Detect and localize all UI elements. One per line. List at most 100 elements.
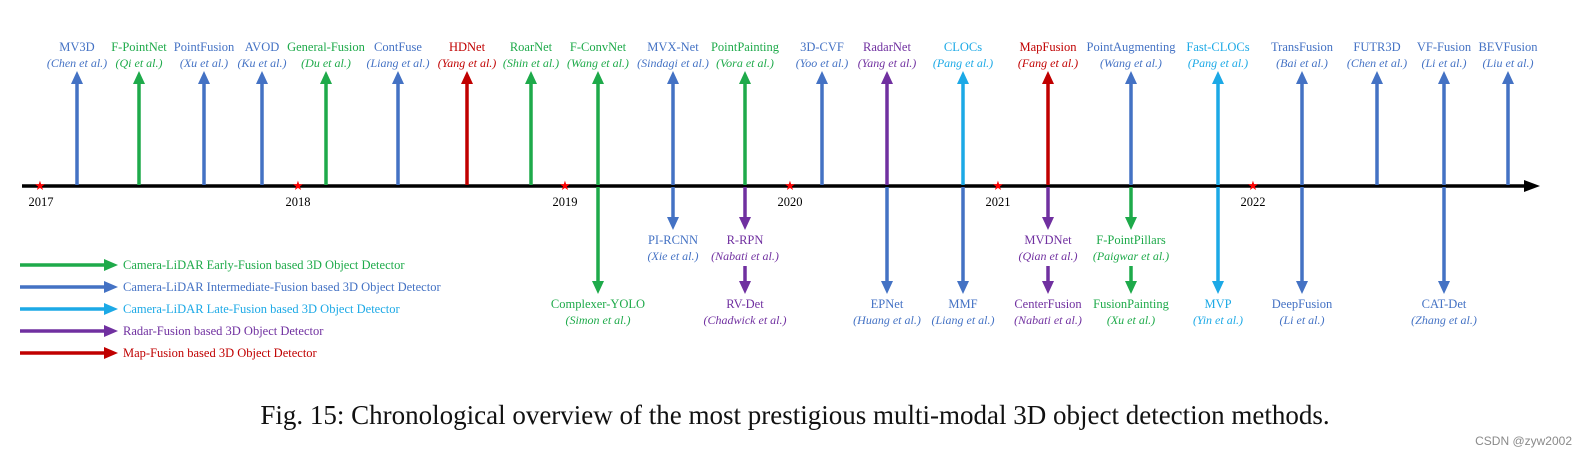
method-r-rpn: R-RPN (Nabati et al.) xyxy=(711,187,779,263)
method-avod: AVOD (Ku et al.) xyxy=(238,40,287,185)
method-pointpainting-author: (Vora et al.) xyxy=(716,56,774,70)
method-clocs: CLOCs (Pang et al.) xyxy=(933,40,993,185)
method-pi-rcnn-name: PI-RCNN xyxy=(648,233,698,247)
method-cat-det: CAT-Det (Zhang et al.) xyxy=(1411,187,1477,327)
method-fusionpainting-arrow-head xyxy=(1125,281,1137,294)
legend-item-map-arrowhead xyxy=(104,347,118,359)
method-mmf-name: MMF xyxy=(948,297,977,311)
year-marker-star-icon: ★ xyxy=(1247,178,1259,193)
legend-item-early: Camera-LiDAR Early-Fusion based 3D Objec… xyxy=(20,258,405,272)
method-f-convnet-author: (Wang et al.) xyxy=(567,56,629,70)
method-epnet-name: EPNet xyxy=(871,297,904,311)
method-fast-clocs-arrow-head xyxy=(1212,71,1224,84)
method-radarnet-name: RadarNet xyxy=(863,40,911,54)
legend-item-late-arrowhead xyxy=(104,303,118,315)
year-label-2020: 2020 xyxy=(778,195,803,209)
method-general-fusion-arrow-head xyxy=(320,71,332,84)
method-centerfusion-arrow-head xyxy=(1042,281,1054,294)
method-contfuse: ContFuse (Liang et al.) xyxy=(367,40,430,185)
method-mvp: MVP (Yin et al.) xyxy=(1193,187,1243,327)
method-f-pointnet-author: (Qi et al.) xyxy=(116,56,163,70)
method-epnet: EPNet (Huang et al.) xyxy=(853,187,921,327)
method-avod-name: AVOD xyxy=(245,40,280,54)
method-radarnet: RadarNet (Yang et al.) xyxy=(858,40,917,185)
legend-item-radar-label: Radar-Fusion based 3D Object Detector xyxy=(123,324,324,338)
method-pi-rcnn-author: (Xie et al.) xyxy=(648,249,699,263)
method-pi-rcnn-arrow-head xyxy=(667,217,679,230)
method-transfusion-author: (Bai et al.) xyxy=(1276,56,1328,70)
method-rv-det: RV-Det (Chadwick et al.) xyxy=(704,266,787,327)
method-pointaugmenting: PointAugmenting (Wang et al.) xyxy=(1087,40,1177,185)
method-vf-fusion-author: (Li et al.) xyxy=(1422,56,1467,70)
method-general-fusion: General-Fusion (Du et al.) xyxy=(287,40,366,185)
method-mvx-net: MVX-Net (Sindagi et al.) xyxy=(637,40,709,185)
method-r-rpn-arrow-head xyxy=(739,217,751,230)
method-mv3d-arrow-head xyxy=(71,71,83,84)
method-complexer-yolo-author: (Simon et al.) xyxy=(566,313,631,327)
method-f-pointpillars-author: (Paigwar et al.) xyxy=(1093,249,1169,263)
method-epnet-author: (Huang et al.) xyxy=(853,313,921,327)
method-deepfusion-arrow-head xyxy=(1296,281,1308,294)
method-f-pointpillars: F-PointPillars (Paigwar et al.) xyxy=(1093,187,1169,263)
method-contfuse-author: (Liang et al.) xyxy=(367,56,430,70)
watermark: CSDN @zyw2002 xyxy=(1475,434,1572,448)
method-rv-det-author: (Chadwick et al.) xyxy=(704,313,787,327)
method-deepfusion-author: (Li et al.) xyxy=(1280,313,1325,327)
legend-item-map: Map-Fusion based 3D Object Detector xyxy=(20,346,318,360)
method-pointaugmenting-name: PointAugmenting xyxy=(1087,40,1177,54)
legend-item-map-label: Map-Fusion based 3D Object Detector xyxy=(123,346,318,360)
legend-item-intermediate-arrowhead xyxy=(104,281,118,293)
method-f-pointnet: F-PointNet (Qi et al.) xyxy=(111,40,167,185)
method-futr3d: FUTR3D (Chen et al.) xyxy=(1347,40,1407,185)
method-fast-clocs-name: Fast-CLOCs xyxy=(1186,40,1249,54)
method-mmf-arrow-head xyxy=(957,281,969,294)
method-3d-cvf: 3D-CVF (Yoo et al.) xyxy=(796,40,849,185)
method-complexer-yolo-name: Complexer-YOLO xyxy=(551,297,645,311)
method-transfusion-name: TransFusion xyxy=(1271,40,1334,54)
method-bevfusion-name: BEVFusion xyxy=(1478,40,1538,54)
method-bevfusion-author: (Liu et al.) xyxy=(1483,56,1534,70)
method-f-pointpillars-name: F-PointPillars xyxy=(1096,233,1166,247)
method-mvdnet-name: MVDNet xyxy=(1024,233,1072,247)
method-mvx-net-arrow-head xyxy=(667,71,679,84)
method-centerfusion-author: (Nabati et al.) xyxy=(1014,313,1082,327)
legend-item-early-arrowhead xyxy=(104,259,118,271)
method-clocs-author: (Pang et al.) xyxy=(933,56,993,70)
method-pointfusion-author: (Xu et al.) xyxy=(180,56,228,70)
method-roarnet-arrow-head xyxy=(525,71,537,84)
legend-item-intermediate: Camera-LiDAR Intermediate-Fusion based 3… xyxy=(20,280,441,294)
method-avod-arrow-head xyxy=(256,71,268,84)
year-marker-star-icon: ★ xyxy=(784,178,796,193)
method-bevfusion-arrow-head xyxy=(1502,71,1514,84)
method-mvp-name: MVP xyxy=(1204,297,1231,311)
year-label-2018: 2018 xyxy=(286,195,311,209)
method-pointfusion-arrow-head xyxy=(198,71,210,84)
method-f-pointpillars-arrow-head xyxy=(1125,217,1137,230)
method-complexer-yolo-arrow-head xyxy=(592,281,604,294)
method-avod-author: (Ku et al.) xyxy=(238,56,287,70)
method-transfusion: TransFusion (Bai et al.) xyxy=(1271,40,1334,185)
method-mvdnet: MVDNet (Qian et al.) xyxy=(1019,187,1078,263)
year-marker-star-icon: ★ xyxy=(34,178,46,193)
method-hdnet: HDNet (Yang et al.) xyxy=(438,40,496,185)
method-mapfusion-name: MapFusion xyxy=(1020,40,1078,54)
method-mvp-arrow-head xyxy=(1212,281,1224,294)
method-hdnet-arrow-head xyxy=(461,71,473,84)
method-3d-cvf-author: (Yoo et al.) xyxy=(796,56,849,70)
method-f-pointnet-arrow-head xyxy=(133,71,145,84)
method-radarnet-arrow-head xyxy=(881,71,893,84)
method-3d-cvf-arrow-head xyxy=(816,71,828,84)
method-rv-det-name: RV-Det xyxy=(726,297,764,311)
method-radarnet-author: (Yang et al.) xyxy=(858,56,917,70)
method-mv3d-author: (Chen et al.) xyxy=(47,56,107,70)
legend-item-late-label: Camera-LiDAR Late-Fusion based 3D Object… xyxy=(123,302,400,316)
method-clocs-arrow-head xyxy=(957,71,969,84)
method-mmf: MMF (Liang et al.) xyxy=(932,187,995,327)
method-r-rpn-name: R-RPN xyxy=(727,233,764,247)
method-mvx-net-author: (Sindagi et al.) xyxy=(637,56,709,70)
method-mvx-net-name: MVX-Net xyxy=(647,40,699,54)
method-centerfusion-name: CenterFusion xyxy=(1014,297,1082,311)
method-f-convnet-arrow-head xyxy=(592,71,604,84)
method-fusionpainting-author: (Xu et al.) xyxy=(1107,313,1155,327)
method-f-pointnet-name: F-PointNet xyxy=(111,40,167,54)
